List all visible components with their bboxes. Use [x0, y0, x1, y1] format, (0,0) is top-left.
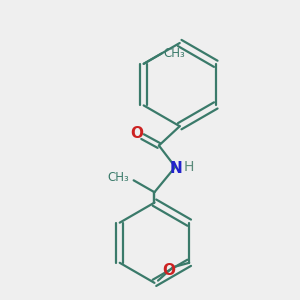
Text: O: O	[162, 263, 175, 278]
Text: O: O	[131, 126, 144, 141]
Text: N: N	[169, 161, 182, 176]
Text: CH₃: CH₃	[107, 171, 129, 184]
Text: H: H	[184, 160, 194, 174]
Text: CH₃: CH₃	[163, 47, 185, 60]
